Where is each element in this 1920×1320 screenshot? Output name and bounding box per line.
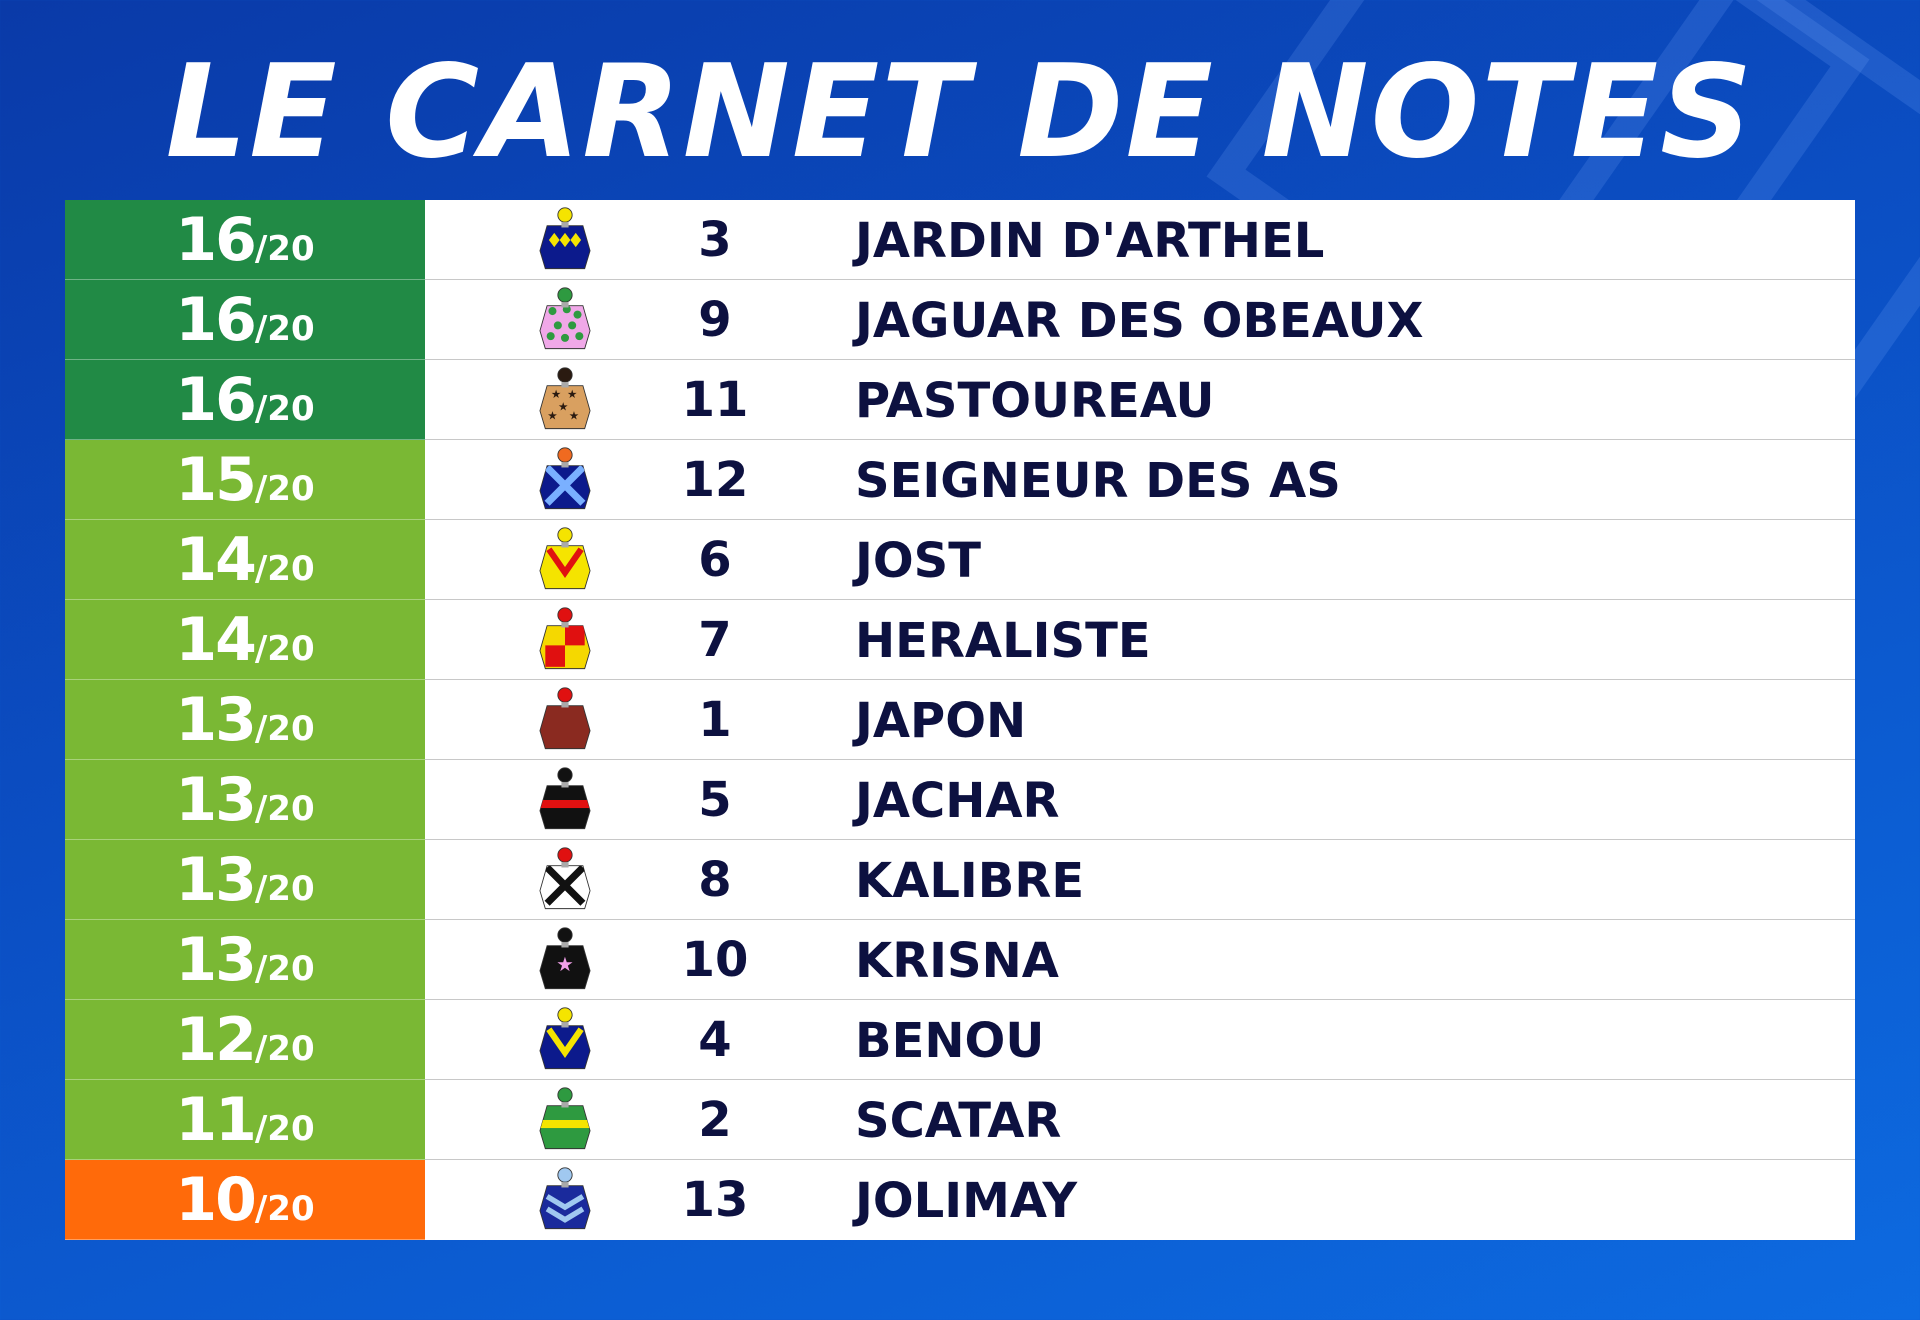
score-max: /20 [254,309,315,349]
score-max: /20 [254,1189,315,1229]
score-cell: 13/20 [65,760,425,840]
jockey-silk-icon [531,686,599,754]
score-max: /20 [254,389,315,429]
score-cell: 16/20 [65,280,425,360]
score-cell: 16/20 [65,360,425,440]
jockey-silk-icon [531,206,599,274]
score-max: /20 [254,229,315,269]
horse-number: 6 [698,532,732,588]
horse-number: 8 [698,852,732,908]
table-row: 16/20 ★ ★ ★ ★ ★ 11 PASTOUREAU [65,360,1855,440]
horse-name: JARDIN D'ARTHEL [855,213,1325,269]
score-cell: 14/20 [65,600,425,680]
score-max: /20 [254,549,315,589]
table-row: 10/20 13 JOLIMAY [65,1160,1855,1240]
horse-name: HERALISTE [855,613,1151,669]
score-max: /20 [254,869,315,909]
score-value: 16 [175,285,256,355]
score-max: /20 [254,1029,315,1069]
table-row: 12/20 4 BENOU [65,1000,1855,1080]
score-cell: 13/20 [65,920,425,1000]
score-value: 13 [175,845,256,915]
horse-name: JOST [855,533,981,589]
table-row: 14/20 6 JOST [65,520,1855,600]
score-value: 11 [175,1085,256,1155]
table-row: 13/20 5 JACHAR [65,760,1855,840]
horse-name: SEIGNEUR DES AS [855,453,1341,509]
score-cell: 13/20 [65,840,425,920]
horse-number: 12 [681,452,749,508]
horse-number: 9 [698,292,732,348]
score-max: /20 [254,789,315,829]
score-cell: 11/20 [65,1080,425,1160]
jockey-silk-icon [531,766,599,834]
jockey-silk-icon: ★ [531,926,599,994]
horse-number: 5 [698,772,732,828]
score-max: /20 [254,949,315,989]
score-cell: 12/20 [65,1000,425,1080]
table-row: 13/20 1 JAPON [65,680,1855,760]
score-max: /20 [254,709,315,749]
horse-number: 4 [698,1012,732,1068]
svg-text:★: ★ [547,409,557,423]
table-row: 14/20 7 HERALISTE [65,600,1855,680]
svg-text:★: ★ [569,409,579,423]
score-value: 16 [175,365,256,435]
jockey-silk-icon [531,1086,599,1154]
table-row: 16/20 9 JAGUAR DES OBEAUX [65,280,1855,360]
svg-text:★: ★ [567,387,577,401]
horse-name: JOLIMAY [855,1173,1078,1229]
horse-name: JAPON [855,693,1027,749]
score-value: 16 [175,205,256,275]
horse-name: SCATAR [855,1093,1062,1149]
score-value: 13 [175,765,256,835]
score-value: 14 [175,525,256,595]
horse-name: KALIBRE [855,853,1085,909]
score-value: 15 [175,445,256,515]
jockey-silk-icon: ★ ★ ★ ★ ★ [531,366,599,434]
horse-number: 2 [698,1092,732,1148]
horse-number: 1 [698,692,732,748]
score-cell: 10/20 [65,1160,425,1240]
horse-name: JACHAR [855,773,1060,829]
horse-number: 10 [681,932,749,988]
score-max: /20 [254,469,315,509]
horse-number: 7 [698,612,732,668]
horse-number: 11 [681,372,749,428]
horse-name: PASTOUREAU [855,373,1215,429]
page-title: LE CARNET DE NOTES [165,38,1755,187]
horse-name: KRISNA [855,933,1059,989]
table-row: 13/20 8 KALIBRE [65,840,1855,920]
score-cell: 16/20 [65,200,425,280]
score-cell: 13/20 [65,680,425,760]
jockey-silk-icon [531,1166,599,1234]
horse-name: BENOU [855,1013,1045,1069]
horse-name: JAGUAR DES OBEAUX [855,293,1424,349]
score-max: /20 [254,629,315,669]
jockey-silk-icon [531,846,599,914]
table-row: 11/20 2 SCATAR [65,1080,1855,1160]
table-row: 16/20 3 JARDIN D'ARTHEL [65,200,1855,280]
table-row: 13/20 ★ 10 KRISNA [65,920,1855,1000]
score-value: 13 [175,685,256,755]
jockey-silk-icon [531,446,599,514]
score-value: 10 [175,1165,256,1235]
horse-number: 13 [681,1172,749,1228]
table-row: 15/20 12 SEIGNEUR DES AS [65,440,1855,520]
horse-number: 3 [698,212,732,268]
score-max: /20 [254,1109,315,1149]
score-cell: 15/20 [65,440,425,520]
svg-text:★: ★ [556,953,574,976]
score-value: 12 [175,1005,256,1075]
jockey-silk-icon [531,1006,599,1074]
svg-text:★: ★ [551,387,561,401]
score-cell: 14/20 [65,520,425,600]
jockey-silk-icon [531,526,599,594]
score-value: 14 [175,605,256,675]
svg-text:★: ★ [558,400,568,414]
jockey-silk-icon [531,286,599,354]
ratings-table: 16/20 3 JARDIN D'ARTHEL 16/20 9 JAGUAR DE… [65,200,1855,1240]
score-value: 13 [175,925,256,995]
jockey-silk-icon [531,606,599,674]
